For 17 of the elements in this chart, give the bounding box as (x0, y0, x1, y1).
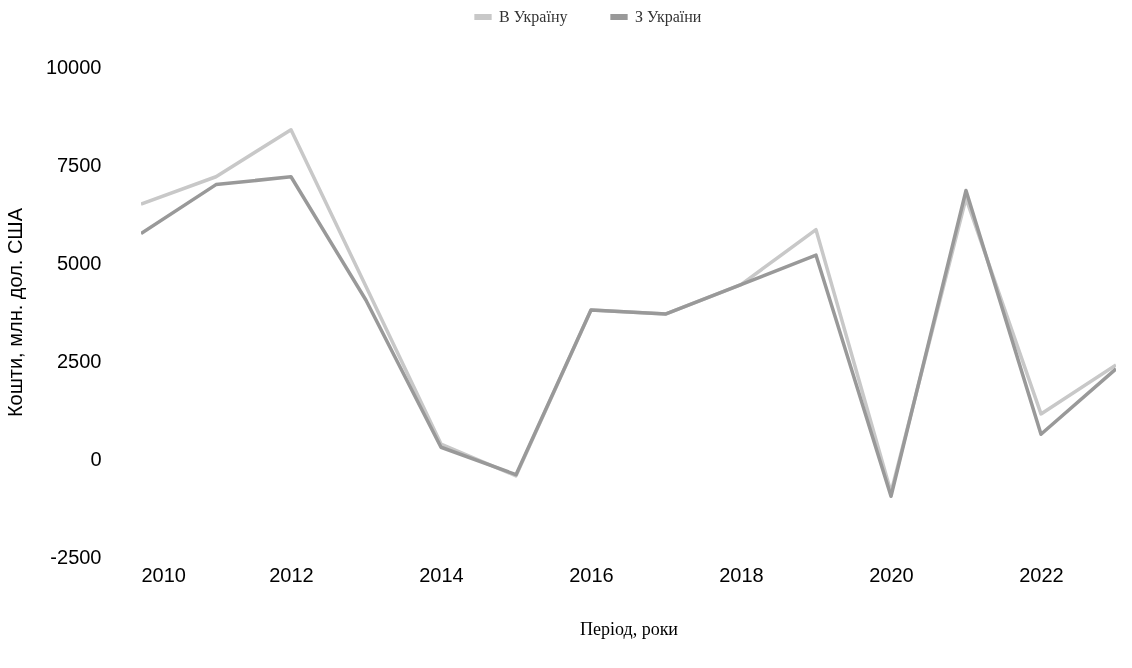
x-tick-label: 2012 (269, 563, 314, 586)
y-tick-label: 10000 (45, 55, 102, 78)
y-tick-label: 7500 (57, 153, 102, 176)
legend-label: В Україну (499, 8, 568, 26)
x-tick-label: 2022 (1019, 563, 1064, 586)
x-tick-label: 2018 (719, 563, 764, 586)
y-axis-title: Кошти, млн. дол. США (3, 207, 26, 418)
y-tick-label: 5000 (57, 251, 102, 274)
x-tick-label: 2016 (569, 563, 614, 586)
x-axis-title: Період, роки (579, 618, 679, 639)
x-tick-label: 2014 (419, 563, 464, 586)
legend-label: З України (635, 8, 702, 26)
y-tick-label: -2500 (50, 545, 102, 568)
y-tick-label: 0 (90, 447, 102, 470)
y-tick-label: 2500 (57, 349, 102, 372)
x-tick-label: 2010 (141, 563, 186, 586)
x-tick-label: 2020 (869, 563, 914, 586)
